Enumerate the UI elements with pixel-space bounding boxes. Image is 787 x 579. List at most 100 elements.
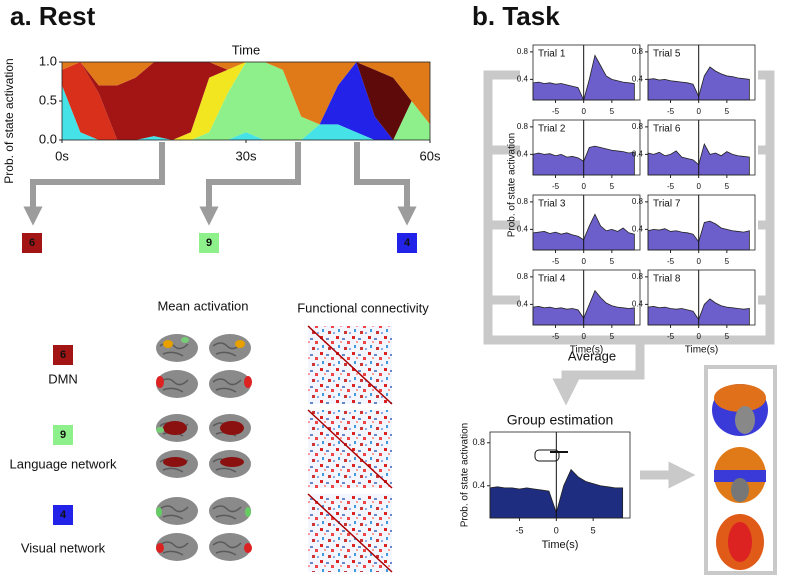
- x-tick-label: 5: [725, 107, 730, 116]
- x-tick-label: 0: [554, 525, 559, 535]
- bracket: [483, 70, 775, 345]
- brain-slices: [704, 365, 777, 575]
- state-number: 4: [404, 237, 411, 249]
- y-tick-label: 0.4: [632, 224, 644, 233]
- y-tick-label: 0.4: [517, 74, 529, 83]
- state-name: DMN: [48, 371, 78, 386]
- x-tick-label: 5: [610, 257, 615, 266]
- x-tick-label: 30s: [236, 148, 257, 163]
- state-box: 9: [53, 425, 73, 445]
- state-number: 9: [60, 429, 66, 441]
- x-tick-label: -5: [667, 332, 675, 341]
- y-tick-label: 0.5: [39, 92, 57, 107]
- chart-title: Trial 4: [538, 274, 566, 285]
- y-tick-label: 0.8: [472, 437, 485, 447]
- plot-frame: [489, 431, 631, 519]
- area: [532, 213, 635, 251]
- state-box: 9: [199, 233, 219, 253]
- x-tick-label: -5: [552, 257, 560, 266]
- area: [62, 62, 430, 140]
- plot-frame: [647, 194, 756, 251]
- x-tick-label: 0: [696, 332, 701, 341]
- plot-frame: [647, 119, 756, 176]
- chart-title: Trial 3: [538, 199, 566, 210]
- y-axis-label: Prob. of state activation: [460, 423, 471, 528]
- arrow: [23, 142, 165, 226]
- area: [62, 62, 430, 140]
- area: [62, 85, 430, 140]
- y-tick-label: 0.8: [517, 122, 529, 131]
- hand-icon: [534, 449, 568, 462]
- state-box: 4: [397, 233, 417, 253]
- x-tick-label: 60s: [420, 148, 441, 163]
- arrow: [199, 142, 301, 226]
- y-tick-label: 0.4: [632, 74, 644, 83]
- area: [62, 62, 430, 140]
- column-header: Functional connectivity: [297, 300, 429, 315]
- y-tick-label: 0.4: [632, 149, 644, 158]
- y-tick-label: 1.0: [39, 53, 57, 68]
- x-tick-label: -5: [552, 107, 560, 116]
- x-tick-label: 0: [581, 332, 586, 341]
- x-tick-label: 5: [725, 332, 730, 341]
- y-tick-label: 0.4: [632, 299, 644, 308]
- x-tick-label: 0: [696, 257, 701, 266]
- y-axis-label: Prob. of state activation: [507, 133, 518, 238]
- chart-title: Time: [232, 42, 260, 57]
- y-tick-label: 0.8: [517, 47, 529, 56]
- state-name: Visual network: [21, 540, 106, 555]
- x-tick-label: -5: [667, 182, 675, 191]
- x-tick-label: 0: [696, 107, 701, 116]
- x-tick-label: 0: [696, 182, 701, 191]
- plot-frame: [647, 44, 756, 101]
- chart-title: Trial 7: [653, 199, 681, 210]
- connectivity-matrices: [307, 325, 393, 573]
- area: [62, 62, 430, 140]
- area: [62, 62, 430, 140]
- y-tick-label: 0.0: [39, 131, 57, 146]
- plot-frame: [532, 269, 641, 326]
- x-tick-label: 5: [725, 182, 730, 191]
- area: [532, 54, 635, 102]
- state-box: 6: [53, 345, 73, 365]
- area: [647, 220, 750, 251]
- y-axis-label: Prob. of state activation: [2, 58, 16, 183]
- x-tick-label: 5: [591, 525, 596, 535]
- chart-title: Trial 1: [538, 49, 566, 60]
- state-box: 4: [53, 505, 73, 525]
- plot-frame: [532, 194, 641, 251]
- area: [647, 143, 750, 176]
- chart-title: Trial 5: [653, 49, 681, 60]
- x-tick-label: 5: [610, 182, 615, 191]
- y-tick-label: 0.4: [517, 299, 529, 308]
- area: [532, 289, 635, 326]
- x-tick-label: 5: [610, 107, 615, 116]
- plot-frame: [532, 44, 641, 101]
- y-tick-label: 0.8: [517, 272, 529, 281]
- area: [489, 468, 624, 519]
- x-tick-label: -5: [552, 182, 560, 191]
- x-tick-label: -5: [667, 257, 675, 266]
- chart-title: Trial 8: [653, 274, 681, 285]
- x-axis-label: Time(s): [542, 539, 579, 551]
- panel-label: b. Task: [472, 1, 560, 31]
- column-header: Mean activation: [157, 298, 248, 313]
- x-axis-label: Time(s): [570, 345, 604, 356]
- chart-title: Trial 2: [538, 124, 566, 135]
- chart-title: Trial 6: [653, 124, 681, 135]
- plot-frame: [647, 269, 756, 326]
- plot-frame: [532, 119, 641, 176]
- state-number: 4: [60, 509, 67, 521]
- y-tick-label: 0.4: [517, 149, 529, 158]
- y-tick-label: 0.4: [472, 480, 485, 490]
- panel-label: a. Rest: [10, 1, 96, 31]
- y-tick-label: 0.8: [632, 272, 644, 281]
- chart-title: Group estimation: [507, 412, 614, 428]
- x-tick-label: 0: [581, 107, 586, 116]
- arrow: [552, 340, 645, 406]
- area: [62, 62, 430, 125]
- state-name: Language network: [10, 456, 117, 471]
- area: [647, 66, 750, 101]
- area: [532, 145, 635, 176]
